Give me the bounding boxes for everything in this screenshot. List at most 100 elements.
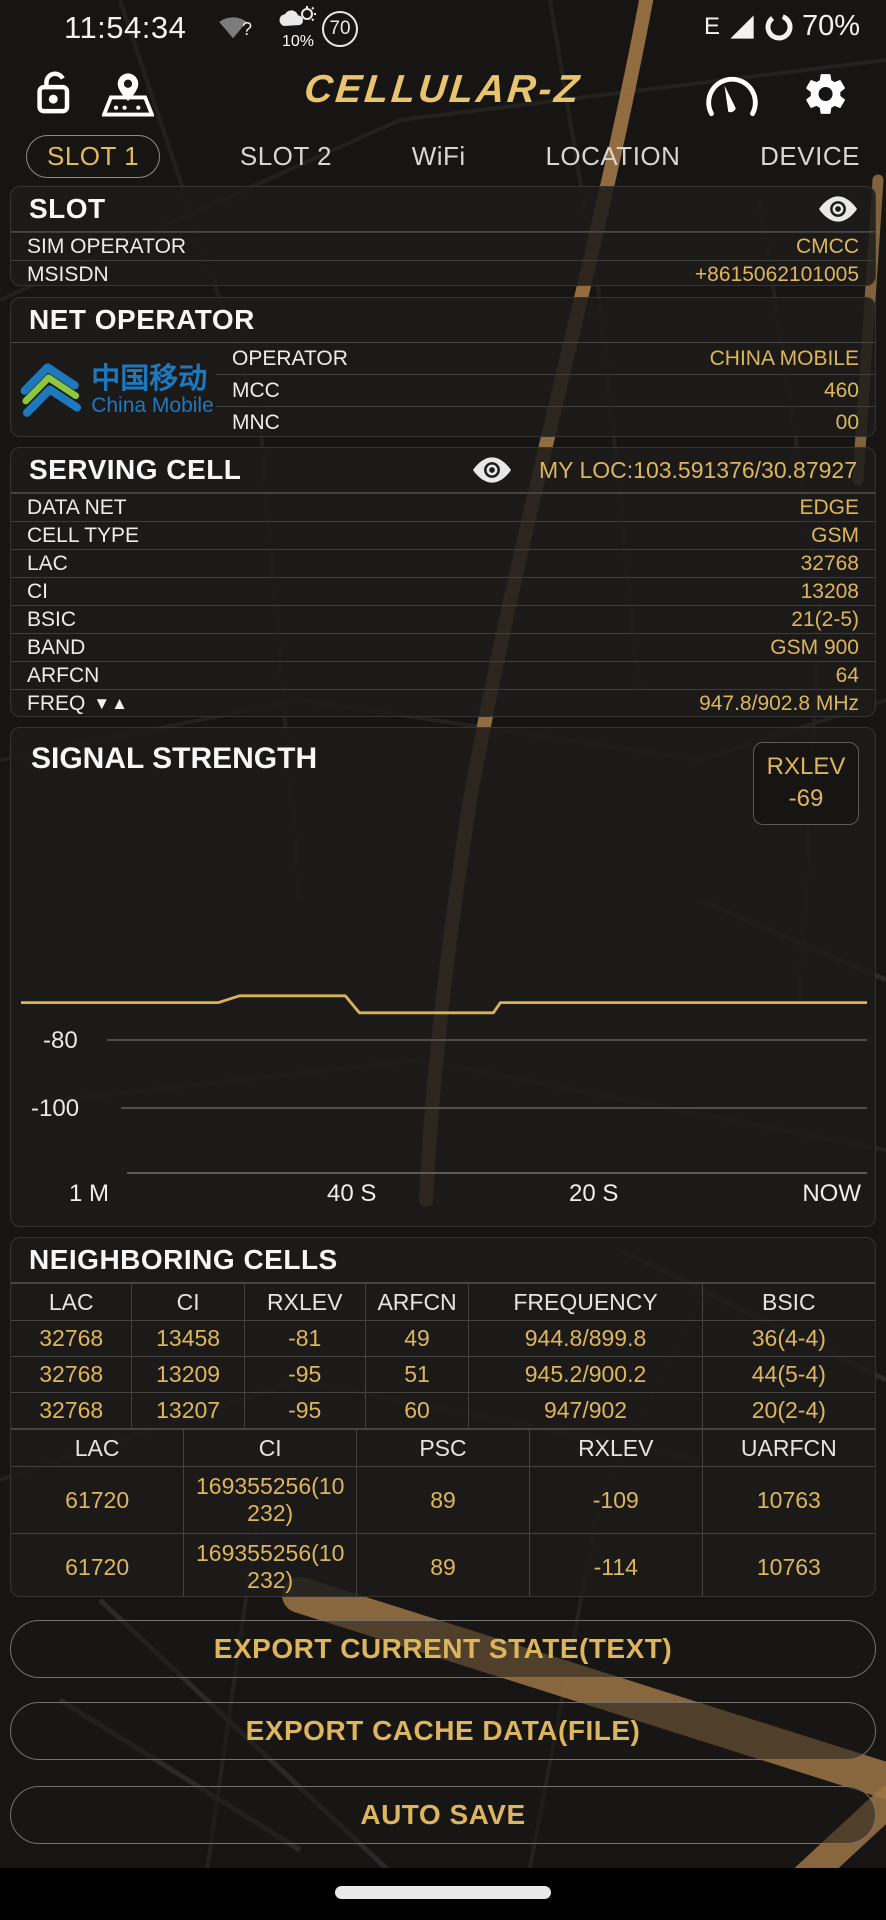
- net-operator-panel: NET OPERATOR 中国移动 China Mobile: [10, 297, 876, 437]
- serving-cell-title: SERVING CELL: [29, 454, 242, 485]
- col-lac: LAC: [11, 1429, 185, 1467]
- system-navigation-bar: [0, 1868, 886, 1920]
- weather-percent: 10%: [281, 33, 315, 50]
- y-axis-label-80: -80: [43, 1027, 78, 1054]
- cell-value: -95: [244, 1392, 366, 1429]
- map-location-icon[interactable]: [102, 70, 154, 118]
- notification-count-badge: 70: [322, 11, 358, 47]
- row-bsic: BSIC 21(2-5): [11, 605, 875, 633]
- my-location-coordinates: MY LOC:103.591376/30.87927: [539, 456, 857, 483]
- band-value: GSM 900: [770, 635, 859, 659]
- x-tick-20s: 20 S: [569, 1180, 619, 1207]
- speedometer-icon[interactable]: [704, 70, 760, 120]
- cell-value: 13458: [131, 1320, 245, 1357]
- status-bar: 11:54:34 ? 10% 70 E 70%: [0, 0, 886, 56]
- row-mcc: MCC 460: [216, 374, 875, 406]
- clock-time: 11:54:34: [64, 10, 187, 45]
- umts-neighbor-row: 61720 169355256(10232) 89 -109 10763: [11, 1466, 875, 1534]
- tab-location[interactable]: LOCATION: [545, 140, 681, 171]
- msisdn-value: +8615062101005: [694, 262, 859, 286]
- operator-value: CHINA MOBILE: [709, 346, 859, 370]
- ci-value: 13208: [800, 579, 859, 603]
- cell-value: 49: [365, 1320, 470, 1357]
- data-saver-ring-icon: [765, 13, 793, 40]
- cell-type-value: GSM: [811, 523, 859, 547]
- row-msisdn: MSISDN +8615062101005: [11, 260, 875, 286]
- y-axis-label-100: -100: [31, 1095, 80, 1122]
- cell-value: 36(4-4): [702, 1320, 875, 1357]
- mnc-label: MNC: [232, 410, 280, 434]
- row-arfcn: ARFCN 64: [11, 661, 875, 689]
- freq-up-down-arrows-icon[interactable]: ▼▲: [93, 693, 129, 713]
- sim-operator-value: CMCC: [796, 234, 859, 258]
- cell-value: 44(5-4): [702, 1356, 875, 1393]
- cell-value: 10763: [702, 1466, 875, 1534]
- china-mobile-english-name: China Mobile: [91, 393, 214, 417]
- network-type-indicator: E: [703, 12, 720, 40]
- export-current-state-button[interactable]: EXPORT CURRENT STATE(TEXT): [10, 1620, 876, 1678]
- settings-gear-icon[interactable]: [802, 70, 850, 118]
- tab-device[interactable]: DEVICE: [760, 140, 860, 171]
- china-mobile-logo: 中国移动 China Mobile: [11, 343, 216, 436]
- cell-value: 32768: [11, 1392, 133, 1429]
- neighboring-cells-panel: NEIGHBORING CELLS LAC CI RXLEV ARFCN FRE…: [10, 1237, 876, 1597]
- umts-neighbors-table: LAC CI PSC RXLEV UARFCN 61720 169355256(…: [11, 1429, 875, 1596]
- x-tick-1m: 1 M: [69, 1180, 110, 1207]
- row-mnc: MNC 00: [216, 406, 875, 436]
- freq-label: FREQ: [27, 691, 86, 715]
- arfcn-label: ARFCN: [27, 663, 100, 687]
- bsic-value: 21(2-5): [791, 607, 859, 631]
- unlock-icon[interactable]: [34, 70, 76, 118]
- mnc-value: 00: [835, 410, 859, 434]
- x-tick-now: NOW: [802, 1180, 861, 1207]
- cell-value: 947/902: [468, 1392, 703, 1429]
- col-lac: LAC: [11, 1283, 133, 1321]
- col-rxlev: RXLEV: [529, 1429, 703, 1467]
- visibility-eye-icon[interactable]: [819, 196, 857, 222]
- china-mobile-chinese-name: 中国移动: [91, 363, 208, 396]
- signal-strength-panel: SIGNAL STRENGTH RXLEV -69 -80 -100 1 M 4…: [10, 727, 876, 1227]
- signal-strength-chart: [21, 994, 867, 1174]
- home-indicator[interactable]: [335, 1886, 551, 1899]
- arfcn-value: 64: [835, 663, 859, 687]
- row-freq: FREQ ▼▲ 947.8/902.8 MHz: [11, 689, 875, 716]
- cell-value: -95: [244, 1356, 366, 1393]
- export-cache-data-button[interactable]: EXPORT CACHE DATA(FILE): [10, 1702, 876, 1760]
- cell-value: 61720: [11, 1466, 185, 1534]
- row-data-net: DATA NET EDGE: [11, 493, 875, 521]
- lac-label: LAC: [27, 551, 68, 575]
- cell-value: 169355256(10232): [183, 1466, 358, 1534]
- tab-wifi[interactable]: WiFi: [411, 140, 466, 171]
- battery-percent: 70%: [801, 10, 860, 42]
- china-mobile-logo-mark: [20, 362, 82, 417]
- tab-bar: SLOT 1 SLOT 2 WiFi LOCATION DEVICE: [0, 132, 886, 180]
- col-rxlev: RXLEV: [244, 1283, 366, 1321]
- app-header: CELLULAR-Z: [0, 56, 886, 132]
- sim-operator-label: SIM OPERATOR: [27, 234, 187, 258]
- cell-value: 32768: [11, 1320, 133, 1357]
- slot-panel: SLOT SIM OPERATOR CMCC MSISDN +861506210…: [10, 186, 876, 286]
- bsic-label: BSIC: [27, 607, 77, 631]
- row-band: BAND GSM 900: [11, 633, 875, 661]
- wifi-icon: ?: [218, 14, 252, 40]
- tab-slot-2[interactable]: SLOT 2: [239, 140, 332, 171]
- rxlev-badge-value: -69: [788, 785, 824, 813]
- visibility-eye-icon[interactable]: [473, 457, 511, 483]
- gsm-neighbor-row: 32768 13209 -95 51 945.2/900.2 44(5-4): [11, 1356, 875, 1393]
- cell-value: 89: [356, 1466, 530, 1534]
- col-bsic: BSIC: [702, 1283, 875, 1321]
- gsm-neighbor-row: 32768 13207 -95 60 947/902 20(2-4): [11, 1392, 875, 1429]
- freq-value: 947.8/902.8 MHz: [699, 691, 859, 715]
- col-ci: CI: [183, 1429, 358, 1467]
- operator-label: OPERATOR: [232, 346, 348, 370]
- net-operator-title: NET OPERATOR: [29, 304, 255, 335]
- col-arfcn: ARFCN: [365, 1283, 470, 1321]
- msisdn-label: MSISDN: [27, 262, 109, 286]
- tab-slot-1[interactable]: SLOT 1: [26, 134, 161, 178]
- weather-icon: 10%: [272, 6, 324, 51]
- auto-save-button[interactable]: AUTO SAVE: [10, 1786, 876, 1844]
- cell-value: 20(2-4): [702, 1392, 875, 1429]
- gsm-table-header-row: LAC CI RXLEV ARFCN FREQUENCY BSIC: [11, 1283, 875, 1321]
- row-lac: LAC 32768: [11, 549, 875, 577]
- signal-strength-icon: [730, 14, 754, 39]
